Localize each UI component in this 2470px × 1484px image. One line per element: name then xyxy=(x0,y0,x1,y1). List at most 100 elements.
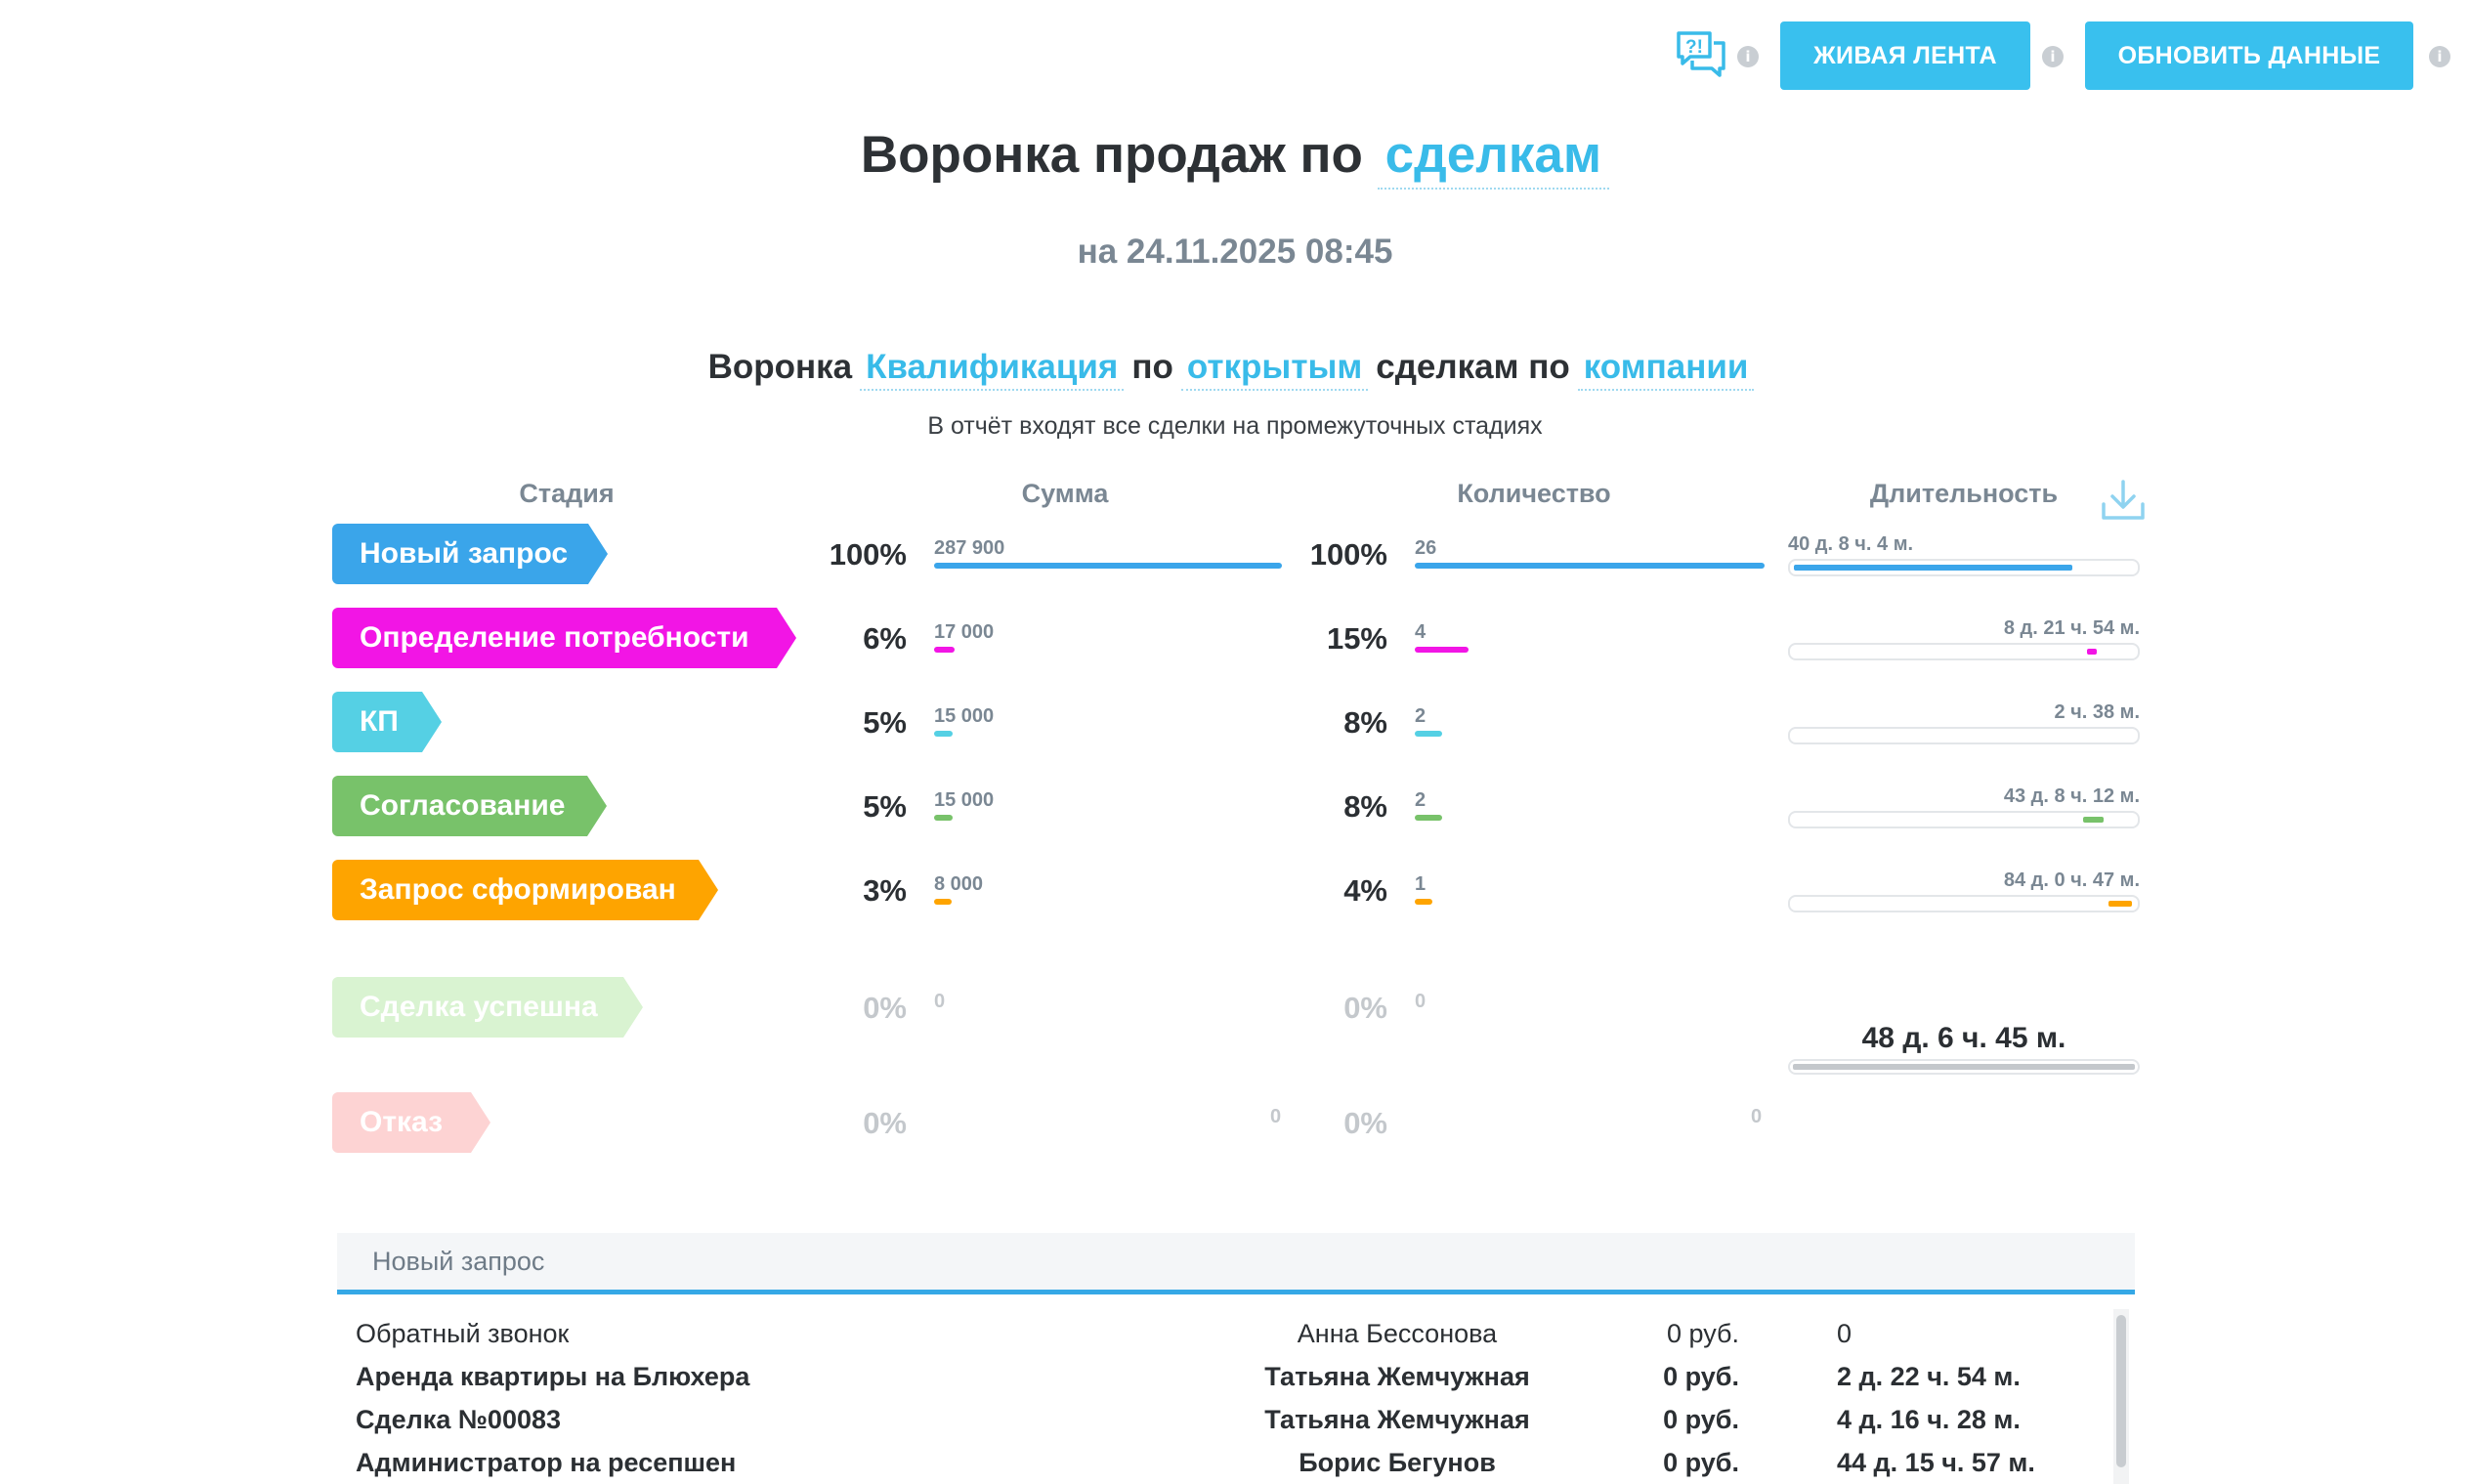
count-value: 0 xyxy=(1751,1106,1763,1127)
sum-bar xyxy=(934,899,952,905)
sum-percent: 0% xyxy=(863,991,907,1025)
duration-bar xyxy=(1788,727,2140,744)
count-percent: 4% xyxy=(1343,873,1387,908)
sum-percent: 0% xyxy=(863,1106,907,1140)
count-bar xyxy=(1415,815,1442,821)
sum-value: 287 900 xyxy=(934,537,1005,559)
stage-label[interactable]: Отказ xyxy=(332,1092,490,1153)
sum-percent: 3% xyxy=(863,873,907,908)
filter-text: Воронка xyxy=(707,348,853,386)
info-icon[interactable]: i xyxy=(2042,46,2064,67)
sum-value: 8 000 xyxy=(934,873,984,895)
refresh-data-button[interactable]: ОБНОВИТЬ ДАННЫЕ xyxy=(2085,21,2413,90)
sum-percent: 5% xyxy=(863,705,907,740)
total-duration: 48 д. 6 ч. 45 м. xyxy=(1861,1022,2066,1054)
deal-duration: 44 д. 15 ч. 57 м. xyxy=(1837,1448,2035,1477)
deal-duration: 0 xyxy=(1837,1319,1852,1348)
info-icon[interactable]: i xyxy=(1737,46,1759,67)
column-header-duration: Длительность xyxy=(1869,479,2059,508)
sum-percent: 6% xyxy=(863,621,907,656)
deal-manager: Татьяна Жемчужная xyxy=(1264,1405,1530,1434)
duration-bar xyxy=(1788,895,2140,912)
duration-value: 43 д. 8 ч. 12 м. xyxy=(2003,785,2140,807)
live-feed-button[interactable]: ЖИВАЯ ЛЕНТА xyxy=(1780,21,2030,90)
duration-bar xyxy=(1788,811,2140,828)
count-value: 2 xyxy=(1415,789,1427,811)
total-duration-bar xyxy=(1788,1059,2140,1075)
count-bar xyxy=(1415,563,1765,569)
sum-value: 15 000 xyxy=(934,705,995,727)
count-percent: 15% xyxy=(1326,621,1387,656)
deal-sum: 0 руб. xyxy=(1663,1405,1739,1434)
deal-manager: Татьяна Жемчужная xyxy=(1264,1362,1530,1391)
chat-icon-glyph: ?! xyxy=(1685,37,1703,58)
count-bar xyxy=(1415,899,1432,905)
group-selector[interactable]: компании xyxy=(1577,348,1755,391)
duration-value: 2 ч. 38 м. xyxy=(2054,701,2140,723)
page-title: Воронка продаж по сделкам xyxy=(0,125,2470,190)
count-value: 0 xyxy=(1415,991,1427,1012)
stage-label[interactable]: Сделка успешна xyxy=(332,977,643,1038)
duration-fill xyxy=(2108,901,2132,907)
deal-manager: Борис Бегунов xyxy=(1299,1448,1496,1477)
stage-label[interactable]: Согласование xyxy=(332,776,607,836)
sum-percent: 5% xyxy=(863,789,907,824)
stage-label[interactable]: КП xyxy=(332,692,442,752)
deal-duration: 4 д. 16 ч. 28 м. xyxy=(1837,1405,2021,1434)
count-percent: 100% xyxy=(1309,537,1387,572)
sum-percent: 100% xyxy=(829,537,907,572)
info-icon[interactable]: i xyxy=(2429,46,2450,67)
deal-sum: 0 руб. xyxy=(1667,1319,1739,1348)
sum-value: 0 xyxy=(1270,1106,1282,1127)
title-prefix: Воронка продаж по xyxy=(860,126,1363,184)
stage-label[interactable]: Определение потребности xyxy=(332,608,796,668)
sum-value: 0 xyxy=(934,991,946,1012)
sum-bar xyxy=(934,647,955,653)
details-scrollbar-thumb[interactable] xyxy=(2116,1315,2126,1467)
status-selector[interactable]: открытым xyxy=(1180,348,1369,391)
duration-value: 40 д. 8 ч. 4 м. xyxy=(1788,533,1914,555)
deal-name[interactable]: Обратный звонок xyxy=(356,1319,570,1348)
duration-fill xyxy=(2083,817,2104,823)
count-percent: 8% xyxy=(1343,705,1387,740)
stage-label[interactable]: Новый запрос xyxy=(332,524,608,584)
total-duration-fill xyxy=(1793,1064,2135,1070)
column-header-stage: Стадия xyxy=(519,479,615,508)
duration-fill xyxy=(2087,649,2097,655)
sum-bar xyxy=(934,563,1282,569)
details-tab-header: Новый запрос xyxy=(337,1233,2135,1294)
deal-name[interactable]: Администратор на ресепшен xyxy=(356,1448,737,1477)
deal-sum: 0 руб. xyxy=(1663,1448,1739,1477)
funnel-selector[interactable]: Квалификация xyxy=(860,348,1125,391)
filter-text: сделкам по xyxy=(1376,348,1570,386)
deal-sum: 0 руб. xyxy=(1663,1362,1739,1391)
count-value: 2 xyxy=(1415,705,1427,727)
help-chat-icon[interactable]: ?! xyxy=(1675,31,1727,80)
deal-name[interactable]: Аренда квартиры на Блюхера xyxy=(356,1362,750,1391)
column-header-sum: Сумма xyxy=(1021,479,1109,508)
duration-value: 84 д. 0 ч. 47 м. xyxy=(2003,869,2140,891)
duration-fill xyxy=(1794,565,2072,571)
report-note: В отчёт входят все сделки на промежуточн… xyxy=(927,412,1543,440)
column-header-count: Количество xyxy=(1457,479,1611,508)
count-bar xyxy=(1415,647,1469,653)
count-value: 1 xyxy=(1415,873,1427,895)
report-date: на 24.11.2025 08:45 xyxy=(1077,233,1393,271)
duration-bar xyxy=(1788,643,2140,660)
count-percent: 0% xyxy=(1343,991,1387,1025)
deal-duration: 2 д. 22 ч. 54 м. xyxy=(1837,1362,2021,1391)
count-value: 4 xyxy=(1415,621,1427,643)
sum-value: 15 000 xyxy=(934,789,995,811)
duration-bar xyxy=(1788,559,2140,576)
funnel-filter: Воронка Квалификация по открытым сделкам по к… xyxy=(0,348,2470,391)
duration-value: 8 д. 21 ч. 54 м. xyxy=(2003,617,2140,639)
filter-text: по xyxy=(1131,348,1173,386)
sum-bar xyxy=(934,731,953,737)
deal-name[interactable]: Сделка №00083 xyxy=(356,1405,562,1434)
sum-value: 17 000 xyxy=(934,621,995,643)
download-icon[interactable] xyxy=(2101,479,2146,522)
stage-label[interactable]: Запрос сформирован xyxy=(332,860,718,920)
count-bar xyxy=(1415,731,1442,737)
deal-manager: Анна Бессонова xyxy=(1297,1319,1498,1348)
entity-selector[interactable]: сделкам xyxy=(1377,126,1610,190)
